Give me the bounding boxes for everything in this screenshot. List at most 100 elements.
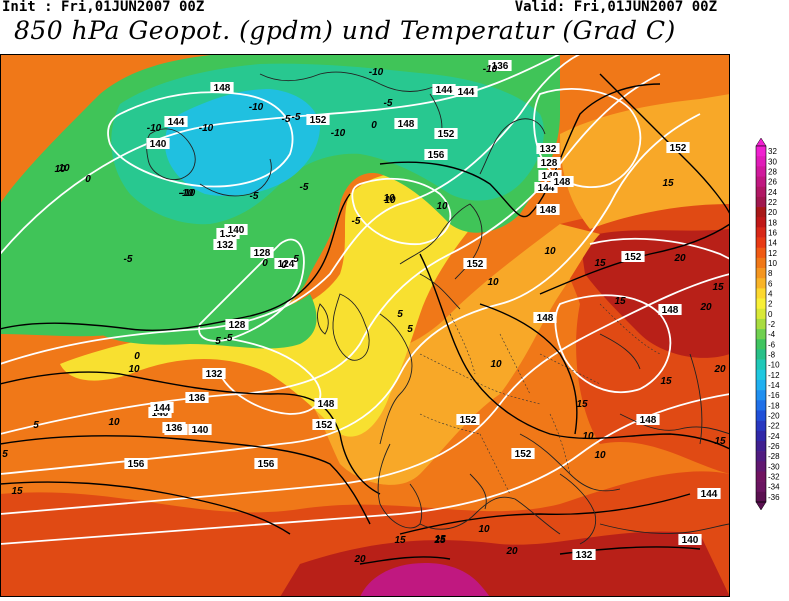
geopotential-label: 128 <box>250 247 274 259</box>
temperature-label: 15 <box>714 436 726 447</box>
colorbar-label: -36 <box>768 493 780 502</box>
temperature-label: -10 <box>369 67 384 78</box>
colorbar-swatch <box>756 471 766 482</box>
temperature-label: 0 <box>134 351 140 362</box>
chart-title: 850 hPa Geopot. (gpdm) und Temperatur (G… <box>14 16 676 45</box>
temperature-label: 5 <box>407 324 413 335</box>
temperature-label: -5 <box>292 112 301 123</box>
colorbar-swatch <box>756 318 766 330</box>
svg-text:132: 132 <box>206 369 223 380</box>
colorbar-label: 4 <box>768 289 773 298</box>
svg-text:132: 132 <box>217 240 234 251</box>
svg-text:140: 140 <box>192 425 209 436</box>
colorbar-arrow-top <box>755 137 767 147</box>
colorbar-swatch <box>756 329 766 340</box>
svg-text:152: 152 <box>625 252 642 263</box>
geopotential-label: 152 <box>456 414 480 426</box>
temperature-label: 15 <box>712 282 724 293</box>
colorbar-label: -12 <box>768 371 780 380</box>
geopotential-contours <box>0 54 730 545</box>
svg-text:144: 144 <box>154 403 171 414</box>
colorbar-swatch <box>756 186 766 198</box>
svg-text:156: 156 <box>258 459 275 470</box>
colorbar-swatch <box>756 369 766 381</box>
temperature-label: 15 <box>11 486 23 497</box>
geopotential-label: 128 <box>225 319 249 331</box>
svg-text:140: 140 <box>228 225 245 236</box>
colorbar-label: 6 <box>768 279 773 288</box>
geopotential-label: 132 <box>202 368 226 380</box>
colorbar-swatch <box>756 410 766 421</box>
svg-text:128: 128 <box>541 158 558 169</box>
svg-text:144: 144 <box>168 117 185 128</box>
svg-text:152: 152 <box>316 420 333 431</box>
geopotential-label: 136 <box>488 60 512 72</box>
colorbar-arrow-bottom <box>755 501 767 511</box>
svg-text:144: 144 <box>458 87 475 98</box>
svg-text:144: 144 <box>701 489 718 500</box>
colorbar-frame <box>755 145 767 503</box>
svg-text:152: 152 <box>515 449 532 460</box>
temperature-label: 15 <box>660 376 672 387</box>
temperature-label: 20 <box>699 302 712 313</box>
colorbar-label: -10 <box>768 361 780 370</box>
geopotential-label: 148 <box>314 398 338 410</box>
temperature-label: 20 <box>713 364 726 375</box>
temperature-label: 20 <box>353 554 366 565</box>
field-very-cold <box>165 89 320 196</box>
colorbar-swatch <box>756 491 766 503</box>
geopotential-label: 136 <box>185 392 209 404</box>
colorbar-label: 0 <box>768 310 773 319</box>
temperature-label: 10 <box>582 431 594 442</box>
temperature-label: 0 <box>262 258 268 269</box>
svg-text:148: 148 <box>398 119 415 130</box>
temperature-label: -10 <box>331 128 346 139</box>
colorbar-swatch <box>756 196 766 208</box>
geopotential-label: 144 <box>150 402 174 414</box>
colorbar-label: -6 <box>768 340 776 349</box>
valid-time-label: Valid: Fri,01JUN2007 00Z <box>514 0 717 15</box>
colorbar-swatch <box>756 217 766 228</box>
svg-text:148: 148 <box>554 177 571 188</box>
colorbar-label: 20 <box>768 208 777 217</box>
colorbar-label: -22 <box>768 422 780 431</box>
colorbar-swatch <box>756 207 766 218</box>
temperature-label: -5 <box>250 191 259 202</box>
temperature-label: 0 <box>85 174 91 185</box>
temperature-contours <box>0 73 730 565</box>
colorbar-label: -18 <box>768 401 780 410</box>
temperature-label: -10 <box>181 188 196 199</box>
geopotential-label: 152 <box>463 258 487 270</box>
svg-text:156: 156 <box>428 150 445 161</box>
geopotential-label: 152 <box>511 448 535 460</box>
colorbar-swatch <box>756 390 766 401</box>
temperature-label: -10 <box>249 102 264 113</box>
colorbar-swatch <box>756 461 766 472</box>
svg-text:148: 148 <box>318 399 335 410</box>
colorbar-label: 32 <box>768 147 777 156</box>
colorbar-swatch <box>756 308 766 320</box>
geopotential-label: 132 <box>536 143 560 155</box>
svg-text:140: 140 <box>542 171 559 182</box>
svg-text:148: 148 <box>214 83 231 94</box>
temperature-label: 10 <box>544 246 556 257</box>
colorbar-swatch <box>756 440 766 452</box>
svg-text:136: 136 <box>492 61 509 72</box>
temperature-label: 10 <box>594 450 606 461</box>
geopotential-label: 136 <box>162 422 186 434</box>
colorbar-label: -14 <box>768 381 780 390</box>
temperature-label: 10 <box>128 364 140 375</box>
colorbar-label: 8 <box>768 269 773 278</box>
colorbar-label: 18 <box>768 218 777 227</box>
colorbar-swatch <box>756 481 766 493</box>
geopotential-label: 152 <box>312 419 336 431</box>
colorbar-label: -26 <box>768 442 780 451</box>
svg-text:124: 124 <box>278 259 295 270</box>
svg-text:148: 148 <box>640 415 657 426</box>
geopotential-label: 156 <box>124 458 148 470</box>
colorbar-label: 14 <box>768 239 777 248</box>
geopotential-label: 144 <box>454 86 478 98</box>
geopotential-label: 152 <box>434 128 458 140</box>
svg-text:152: 152 <box>438 129 455 140</box>
geopotential-label: 148 <box>536 204 560 216</box>
